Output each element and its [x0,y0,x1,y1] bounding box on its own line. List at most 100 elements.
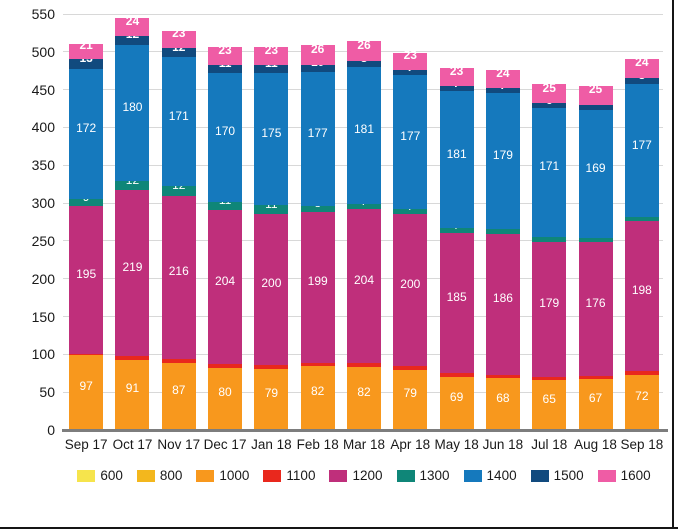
bar-segment-1300[interactable] [300,206,335,213]
bar-segment-1100[interactable] [393,365,428,370]
bar-segment-1600[interactable] [161,30,196,49]
bar-segment-1100[interactable] [624,371,659,375]
bar-segment-1000[interactable] [161,362,196,429]
bar-segment-1400[interactable] [300,72,335,207]
bar-segment-1500[interactable] [439,85,474,92]
bar-segment-1300[interactable] [69,199,104,207]
bar-segment-1400[interactable] [115,45,150,182]
bar-segment-1300[interactable] [485,228,520,235]
bar-segment-1000[interactable] [532,380,567,430]
bar-segment-1500[interactable] [532,103,567,108]
legend-item-1000[interactable]: 1000 [196,468,249,484]
bar-segment-1100[interactable] [532,377,567,381]
bar-segment-1600[interactable] [347,41,381,61]
bar-segment-1500[interactable] [300,64,335,73]
bar-segment-1000[interactable] [578,378,613,430]
legend-item-1400[interactable]: 1400 [463,468,517,484]
bar-segment-1600[interactable] [439,68,474,86]
bar-segment-1200[interactable] [532,241,567,378]
bar-segment-1300[interactable] [347,203,381,210]
bar-segment-1500[interactable] [485,88,520,94]
bar-segment-1100[interactable] [115,355,150,360]
bar-segment-1400[interactable] [624,83,659,218]
bar-segment-1300[interactable] [208,201,243,210]
bar-segment-1100[interactable] [208,364,243,368]
bar-segment-1400[interactable] [578,110,613,238]
bar-segment-1000[interactable] [115,359,150,429]
bar-segment-1000[interactable] [300,366,335,429]
bar-segment-1200[interactable] [115,190,150,356]
bar-segment-1400[interactable] [208,73,243,202]
bar-segment-1600[interactable] [69,43,104,60]
bar-segment-1300[interactable] [115,181,150,191]
bar-segment-1200[interactable] [161,195,196,359]
bar-segment-1500[interactable] [624,77,659,84]
bar-segment-1600[interactable] [254,47,289,65]
bar-segment-1300[interactable] [532,237,567,242]
bar-segment-1000[interactable] [624,374,659,430]
bar-segment-1200[interactable] [300,212,335,363]
bar-segment-1300[interactable] [578,237,613,243]
bar-segment-1000[interactable] [69,355,104,429]
bar-segment-1600[interactable] [485,69,520,89]
bar-segment-1100[interactable] [578,375,613,379]
bar-segment-1500[interactable] [115,35,150,46]
bar-segment-1400[interactable] [532,107,567,238]
bar-segment-1200[interactable] [208,209,243,365]
bar-segment-1300[interactable] [624,217,659,222]
bar-segment-1500[interactable] [347,60,381,67]
bar-segment-1400[interactable] [254,73,289,206]
bar-segment-1100[interactable] [254,364,289,369]
bar-segment-1200[interactable] [393,214,428,366]
bar-segment-1500[interactable] [578,104,613,111]
bar-segment-1000[interactable] [485,377,520,430]
bar-segment-1000[interactable] [393,369,428,430]
legend-item-800[interactable]: 800 [136,468,182,484]
bar-segment-1400[interactable] [161,57,196,187]
legend-item-1500[interactable]: 1500 [530,468,584,484]
bar-segment-1200[interactable] [439,233,474,374]
bar-segment-1600[interactable] [578,85,613,105]
bar-segment-1100[interactable] [439,373,474,378]
bar-segment-1500[interactable] [208,64,243,73]
bar-segment-1300[interactable] [393,209,428,215]
bar-segment-1600[interactable] [532,84,567,104]
bar-segment-1200[interactable] [624,221,659,372]
bar-segment-1300[interactable] [161,186,196,196]
bar-segment-1200[interactable] [69,206,104,354]
bar-segment-1000[interactable] [254,368,289,429]
legend-item-1100[interactable]: 1100 [263,468,315,484]
bar-segment-1200[interactable] [347,209,381,364]
bar-segment-1500[interactable] [254,64,289,73]
bar-segment-1400[interactable] [69,69,104,200]
bar-segment-1400[interactable] [393,75,428,210]
legend-item-1600[interactable]: 1600 [597,468,651,484]
bar-segment-1300[interactable] [254,205,289,214]
bar-segment-1400[interactable] [347,66,381,204]
bar-segment-1100[interactable] [161,358,196,363]
bar-segment-1600[interactable] [393,52,428,70]
bar-segment-1000[interactable] [208,368,243,429]
bar-segment-1400[interactable] [439,91,474,229]
bar-segment-1100[interactable] [300,362,335,367]
bar-segment-1500[interactable] [161,48,196,58]
bar-segment-1600[interactable] [208,47,243,65]
bar-segment-1500[interactable] [69,59,104,70]
bar-segment-1200[interactable] [578,242,613,376]
legend-item-1200[interactable]: 1200 [329,468,383,484]
bar-segment-1600[interactable] [300,45,335,65]
bar-segment-1600[interactable] [115,17,150,36]
legend-item-1300[interactable]: 1300 [396,468,450,484]
bar-segment-1100[interactable] [69,353,104,356]
bar-segment-1200[interactable] [485,234,520,375]
bar-segment-1500[interactable] [393,69,428,76]
bar-segment-1300[interactable] [439,228,474,234]
bar-segment-1100[interactable] [347,363,381,368]
legend-item-600[interactable]: 600 [77,468,123,484]
bar-segment-1000[interactable] [347,367,381,430]
bar-segment-1600[interactable] [624,59,659,78]
bar-segment-1100[interactable] [485,374,520,378]
bar-segment-1400[interactable] [485,93,520,229]
bar-segment-1000[interactable] [439,377,474,430]
bar-segment-1200[interactable] [254,213,289,365]
